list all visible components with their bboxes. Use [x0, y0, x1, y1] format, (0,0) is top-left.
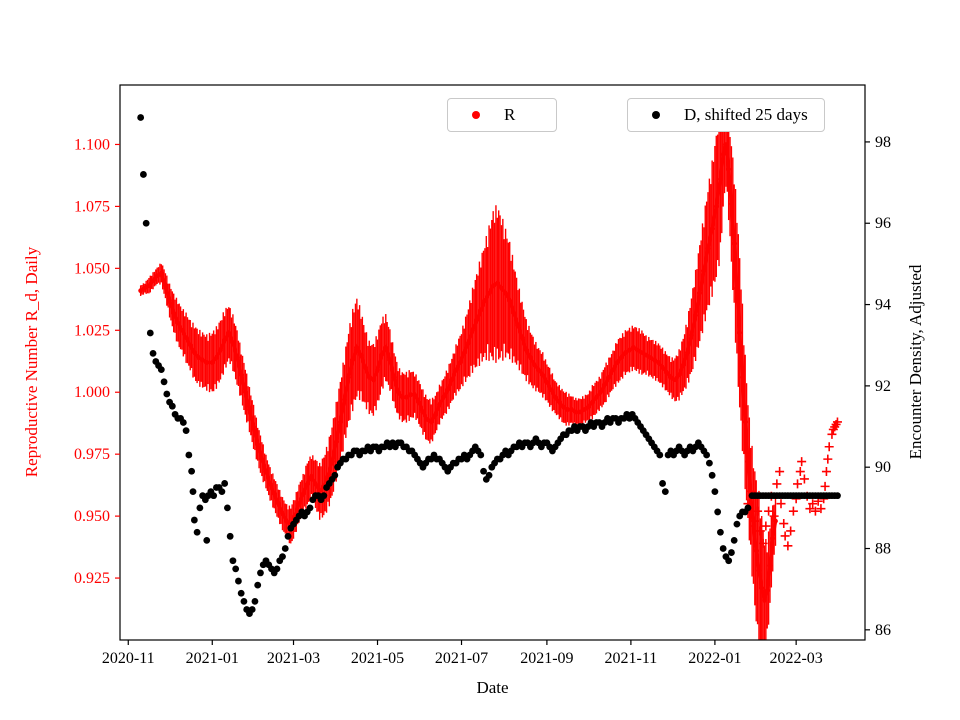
- svg-text:1.025: 1.025: [74, 322, 110, 339]
- right-axis-ticks: 86 88 90 92 94 96 98: [865, 134, 891, 639]
- legend-r-label: R: [504, 105, 516, 124]
- legend-r-handle: [448, 111, 504, 119]
- svg-text:2020-11: 2020-11: [102, 650, 155, 667]
- svg-text:86: 86: [875, 622, 891, 639]
- svg-text:2021-03: 2021-03: [267, 650, 320, 667]
- svg-text:1.050: 1.050: [74, 260, 110, 277]
- svg-text:1.100: 1.100: [74, 136, 110, 153]
- svg-text:2021-01: 2021-01: [186, 650, 239, 667]
- d-series-marker-icon: [652, 111, 660, 119]
- legend-d-series: D, shifted 25 days: [627, 98, 825, 132]
- svg-text:96: 96: [875, 215, 891, 232]
- right-axis-label: Encounter Density, Adjusted: [906, 264, 925, 460]
- svg-text:92: 92: [875, 378, 891, 395]
- svg-text:2021-07: 2021-07: [435, 650, 488, 667]
- legend-d-label: D, shifted 25 days: [684, 105, 808, 124]
- left-axis-ticks: 0.925 0.950 0.975 1.000 1.025 1.050 1.075 1.100: [74, 136, 120, 587]
- legend-d-handle: [628, 111, 684, 119]
- r-plus-markers: [743, 417, 842, 551]
- svg-text:2021-11: 2021-11: [605, 650, 658, 667]
- d-dots: [137, 114, 841, 617]
- svg-text:2022-03: 2022-03: [769, 650, 822, 667]
- x-axis-label: Date: [476, 678, 509, 697]
- svg-text:0.950: 0.950: [74, 508, 110, 525]
- svg-text:1.000: 1.000: [74, 384, 110, 401]
- r-series-marker-icon: [472, 111, 480, 119]
- legend-r-series: R: [447, 98, 557, 132]
- r-errorbars: [139, 100, 777, 640]
- plot-frame: [119, 84, 866, 641]
- svg-text:2021-05: 2021-05: [351, 650, 404, 667]
- svg-text:0.975: 0.975: [74, 446, 110, 463]
- svg-text:98: 98: [875, 134, 891, 151]
- svg-text:1.075: 1.075: [74, 198, 110, 215]
- x-axis-ticks: 2020-11 2021-01 2021-03 2021-05 2021-07 2021-…: [102, 640, 823, 667]
- left-axis-label: Reproductive Number R_d, Daily: [22, 246, 41, 478]
- plot-data-layer: [137, 100, 842, 640]
- svg-text:94: 94: [875, 297, 891, 314]
- svg-text:0.925: 0.925: [74, 570, 110, 587]
- svg-text:90: 90: [875, 459, 891, 476]
- svg-text:2021-09: 2021-09: [520, 650, 573, 667]
- svg-text:2022-01: 2022-01: [688, 650, 741, 667]
- svg-text:88: 88: [875, 541, 891, 558]
